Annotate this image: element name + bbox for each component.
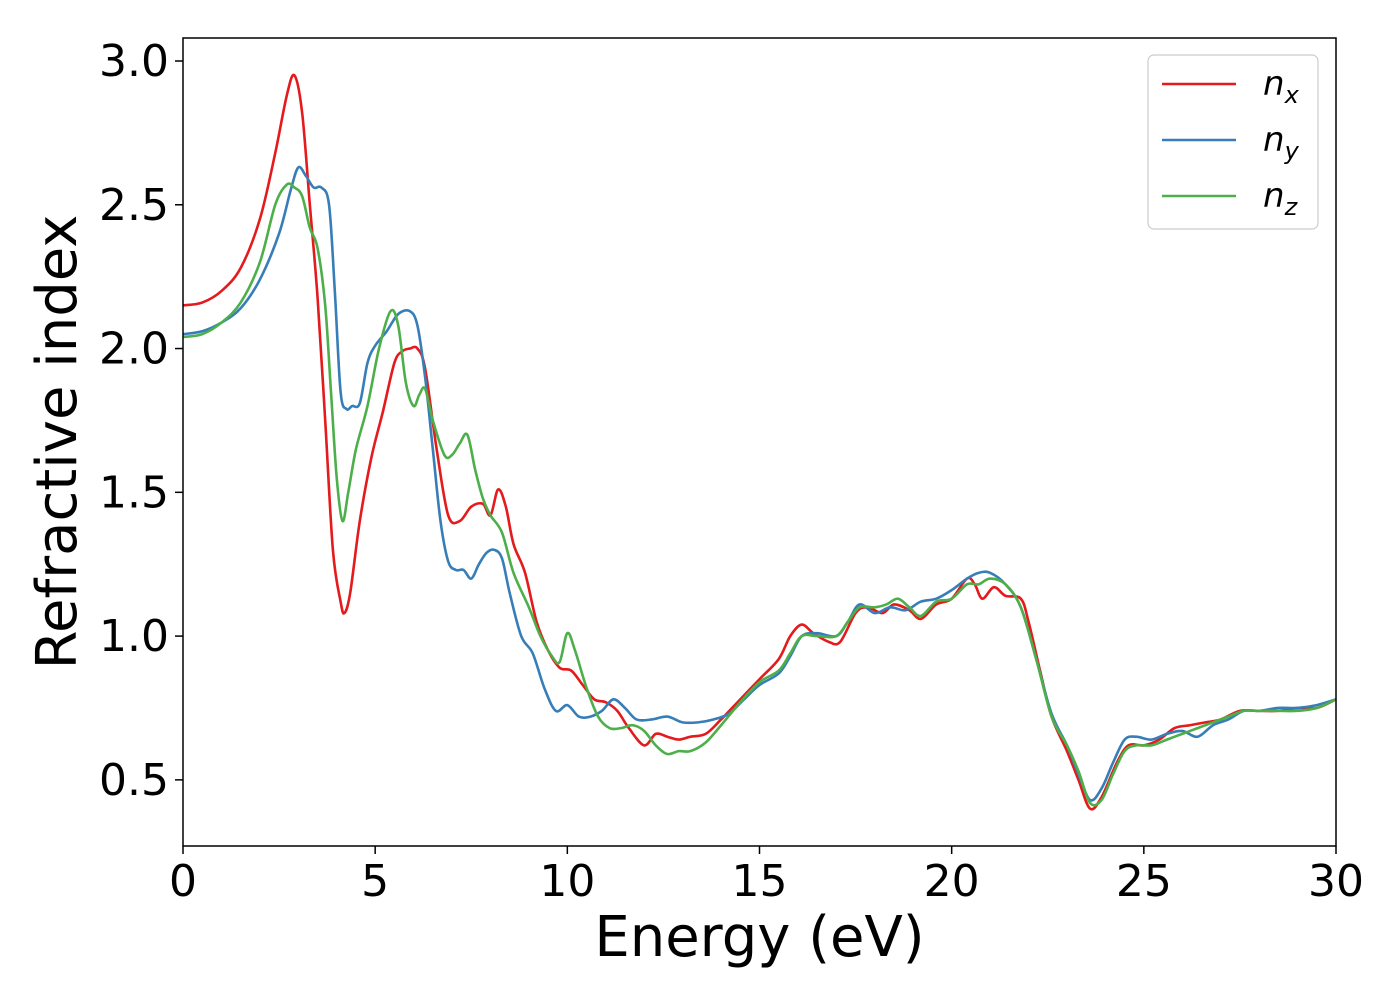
x-axis-label: Energy (eV) — [594, 905, 924, 970]
x-axis: 0 5 10 15 20 25 30 — [169, 846, 1364, 907]
x-tick-label: 30 — [1308, 856, 1364, 907]
x-tick-label: 0 — [169, 856, 197, 907]
x-tick-label: 15 — [732, 856, 788, 907]
x-tick-label: 25 — [1116, 856, 1172, 907]
y-tick-label: 1.5 — [99, 467, 169, 518]
series-line-nx — [182, 73, 1337, 811]
y-tick-label: 0.5 — [99, 755, 169, 806]
x-tick-label: 10 — [539, 856, 595, 907]
y-tick-label: 3.0 — [99, 36, 169, 87]
y-tick-label: 2.5 — [99, 180, 169, 231]
x-tick-label: 5 — [361, 856, 389, 907]
legend-box — [1147, 54, 1319, 230]
series-line-ny — [182, 165, 1337, 802]
x-tick-label: 20 — [924, 856, 980, 907]
series-layer — [182, 73, 1337, 811]
y-axis: 0.5 1.0 1.5 2.0 2.5 3.0 — [99, 36, 183, 806]
series-line-nz — [182, 182, 1337, 807]
y-tick-label: 2.0 — [99, 324, 169, 375]
y-axis-label: Refractive index — [25, 215, 90, 670]
y-tick-label: 1.0 — [99, 611, 169, 662]
